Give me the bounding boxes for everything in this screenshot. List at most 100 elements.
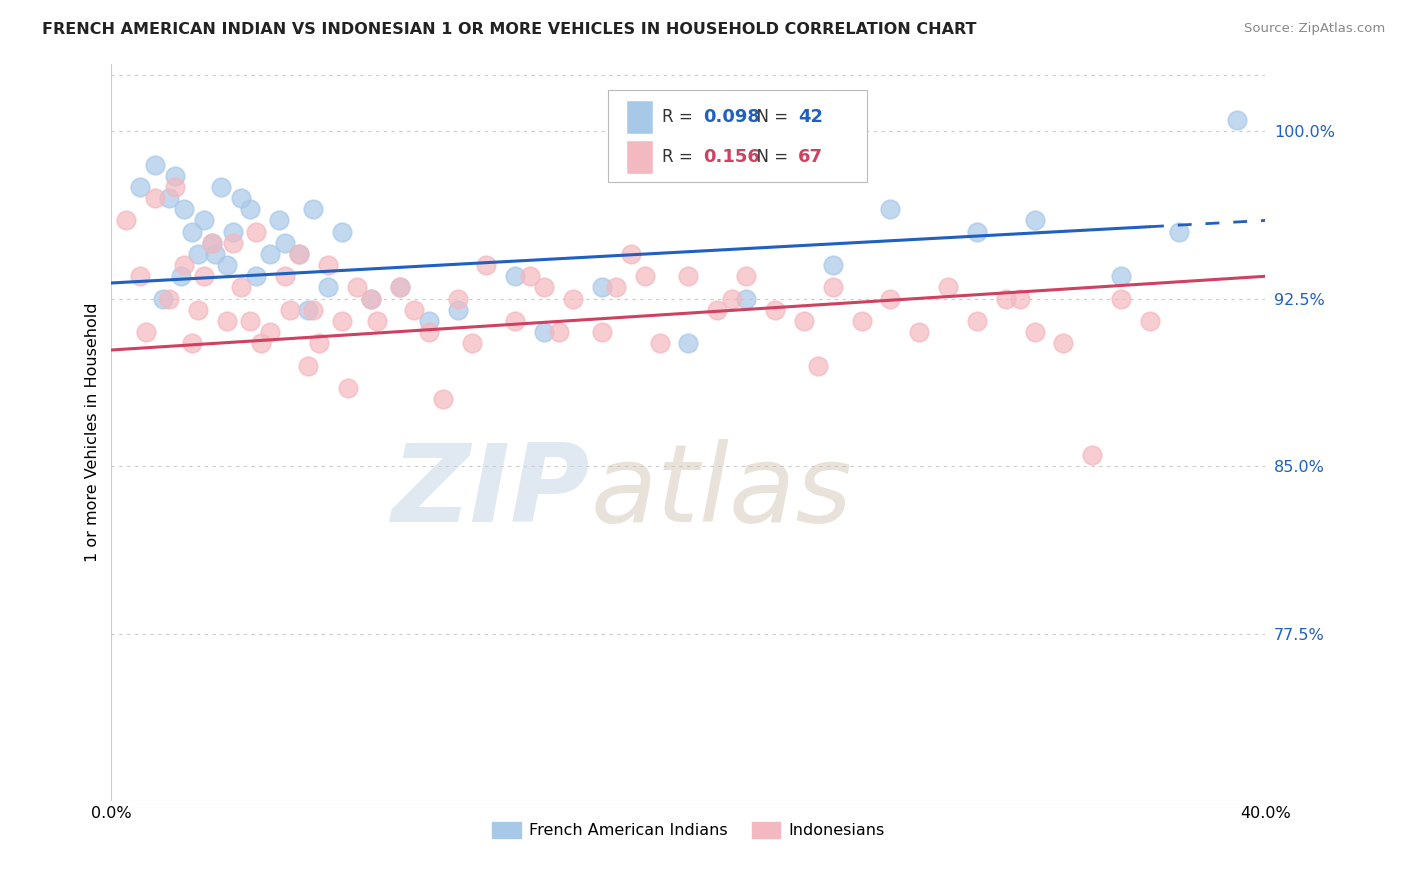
Point bbox=[302, 202, 325, 217]
Point bbox=[250, 336, 273, 351]
Point bbox=[821, 258, 844, 272]
FancyBboxPatch shape bbox=[627, 101, 652, 134]
Point bbox=[591, 325, 613, 339]
Point bbox=[505, 269, 527, 284]
Point bbox=[634, 269, 657, 284]
Point bbox=[173, 202, 195, 217]
Point bbox=[267, 213, 290, 227]
Point bbox=[418, 325, 440, 339]
Point bbox=[533, 280, 555, 294]
Point bbox=[173, 258, 195, 272]
Point bbox=[330, 225, 353, 239]
Point bbox=[591, 280, 613, 294]
Point bbox=[1109, 269, 1132, 284]
Point bbox=[231, 280, 253, 294]
Point bbox=[193, 213, 215, 227]
Point bbox=[1109, 292, 1132, 306]
Point bbox=[273, 269, 295, 284]
Point bbox=[605, 280, 627, 294]
Point bbox=[706, 302, 728, 317]
Point bbox=[388, 280, 411, 294]
Point bbox=[157, 292, 180, 306]
Point bbox=[360, 292, 382, 306]
Text: FRENCH AMERICAN INDIAN VS INDONESIAN 1 OR MORE VEHICLES IN HOUSEHOLD CORRELATION: FRENCH AMERICAN INDIAN VS INDONESIAN 1 O… bbox=[42, 22, 977, 37]
Point bbox=[157, 191, 180, 205]
Point bbox=[330, 314, 353, 328]
Point bbox=[547, 325, 569, 339]
Point bbox=[1167, 225, 1189, 239]
Point bbox=[231, 191, 253, 205]
Point bbox=[1225, 112, 1247, 127]
Point bbox=[181, 225, 204, 239]
Point bbox=[793, 314, 815, 328]
Point bbox=[879, 292, 901, 306]
Point bbox=[152, 292, 174, 306]
Point bbox=[763, 302, 786, 317]
Point bbox=[966, 314, 988, 328]
Text: 42: 42 bbox=[799, 108, 823, 127]
Point bbox=[446, 302, 468, 317]
Point bbox=[807, 359, 830, 373]
Point bbox=[201, 235, 224, 250]
Point bbox=[851, 314, 873, 328]
Point bbox=[297, 302, 319, 317]
FancyBboxPatch shape bbox=[607, 90, 868, 182]
FancyBboxPatch shape bbox=[627, 141, 652, 174]
Point bbox=[245, 225, 267, 239]
Point bbox=[245, 269, 267, 284]
Point bbox=[187, 302, 209, 317]
Text: N =: N = bbox=[747, 148, 793, 166]
Point bbox=[1052, 336, 1074, 351]
Point bbox=[1010, 292, 1032, 306]
Text: ZIP: ZIP bbox=[392, 439, 591, 545]
Point bbox=[143, 158, 166, 172]
Point bbox=[620, 247, 643, 261]
Point bbox=[193, 269, 215, 284]
Point bbox=[288, 247, 311, 261]
Point bbox=[221, 225, 243, 239]
Y-axis label: 1 or more Vehicles in Household: 1 or more Vehicles in Household bbox=[86, 303, 100, 562]
Point bbox=[908, 325, 931, 339]
Point bbox=[446, 292, 468, 306]
Point bbox=[678, 269, 700, 284]
Text: 67: 67 bbox=[799, 148, 823, 166]
Text: atlas: atlas bbox=[591, 439, 852, 544]
Point bbox=[221, 235, 243, 250]
Point bbox=[316, 280, 339, 294]
Point bbox=[678, 336, 700, 351]
Legend: French American Indians, Indonesians: French American Indians, Indonesians bbox=[486, 815, 891, 845]
Text: N =: N = bbox=[747, 108, 793, 127]
Point bbox=[432, 392, 454, 406]
Point bbox=[278, 302, 301, 317]
Point bbox=[720, 292, 742, 306]
Point bbox=[316, 258, 339, 272]
Point bbox=[302, 302, 325, 317]
Point bbox=[879, 202, 901, 217]
Text: R =: R = bbox=[662, 148, 697, 166]
Point bbox=[735, 292, 758, 306]
Text: Source: ZipAtlas.com: Source: ZipAtlas.com bbox=[1244, 22, 1385, 36]
Point bbox=[336, 381, 359, 395]
Point bbox=[169, 269, 191, 284]
Point bbox=[239, 202, 262, 217]
Point bbox=[966, 225, 988, 239]
Point bbox=[461, 336, 484, 351]
Point bbox=[360, 292, 382, 306]
Point bbox=[129, 269, 152, 284]
Point bbox=[129, 180, 152, 194]
Point bbox=[1081, 448, 1104, 462]
Point bbox=[533, 325, 555, 339]
Point bbox=[239, 314, 262, 328]
Point bbox=[143, 191, 166, 205]
Text: 0.156: 0.156 bbox=[703, 148, 761, 166]
Point bbox=[259, 325, 281, 339]
Point bbox=[735, 269, 758, 284]
Point bbox=[273, 235, 295, 250]
Point bbox=[297, 359, 319, 373]
Point bbox=[475, 258, 498, 272]
Point bbox=[1024, 325, 1046, 339]
Point bbox=[215, 314, 238, 328]
Point bbox=[936, 280, 959, 294]
Point bbox=[181, 336, 204, 351]
Point bbox=[288, 247, 311, 261]
